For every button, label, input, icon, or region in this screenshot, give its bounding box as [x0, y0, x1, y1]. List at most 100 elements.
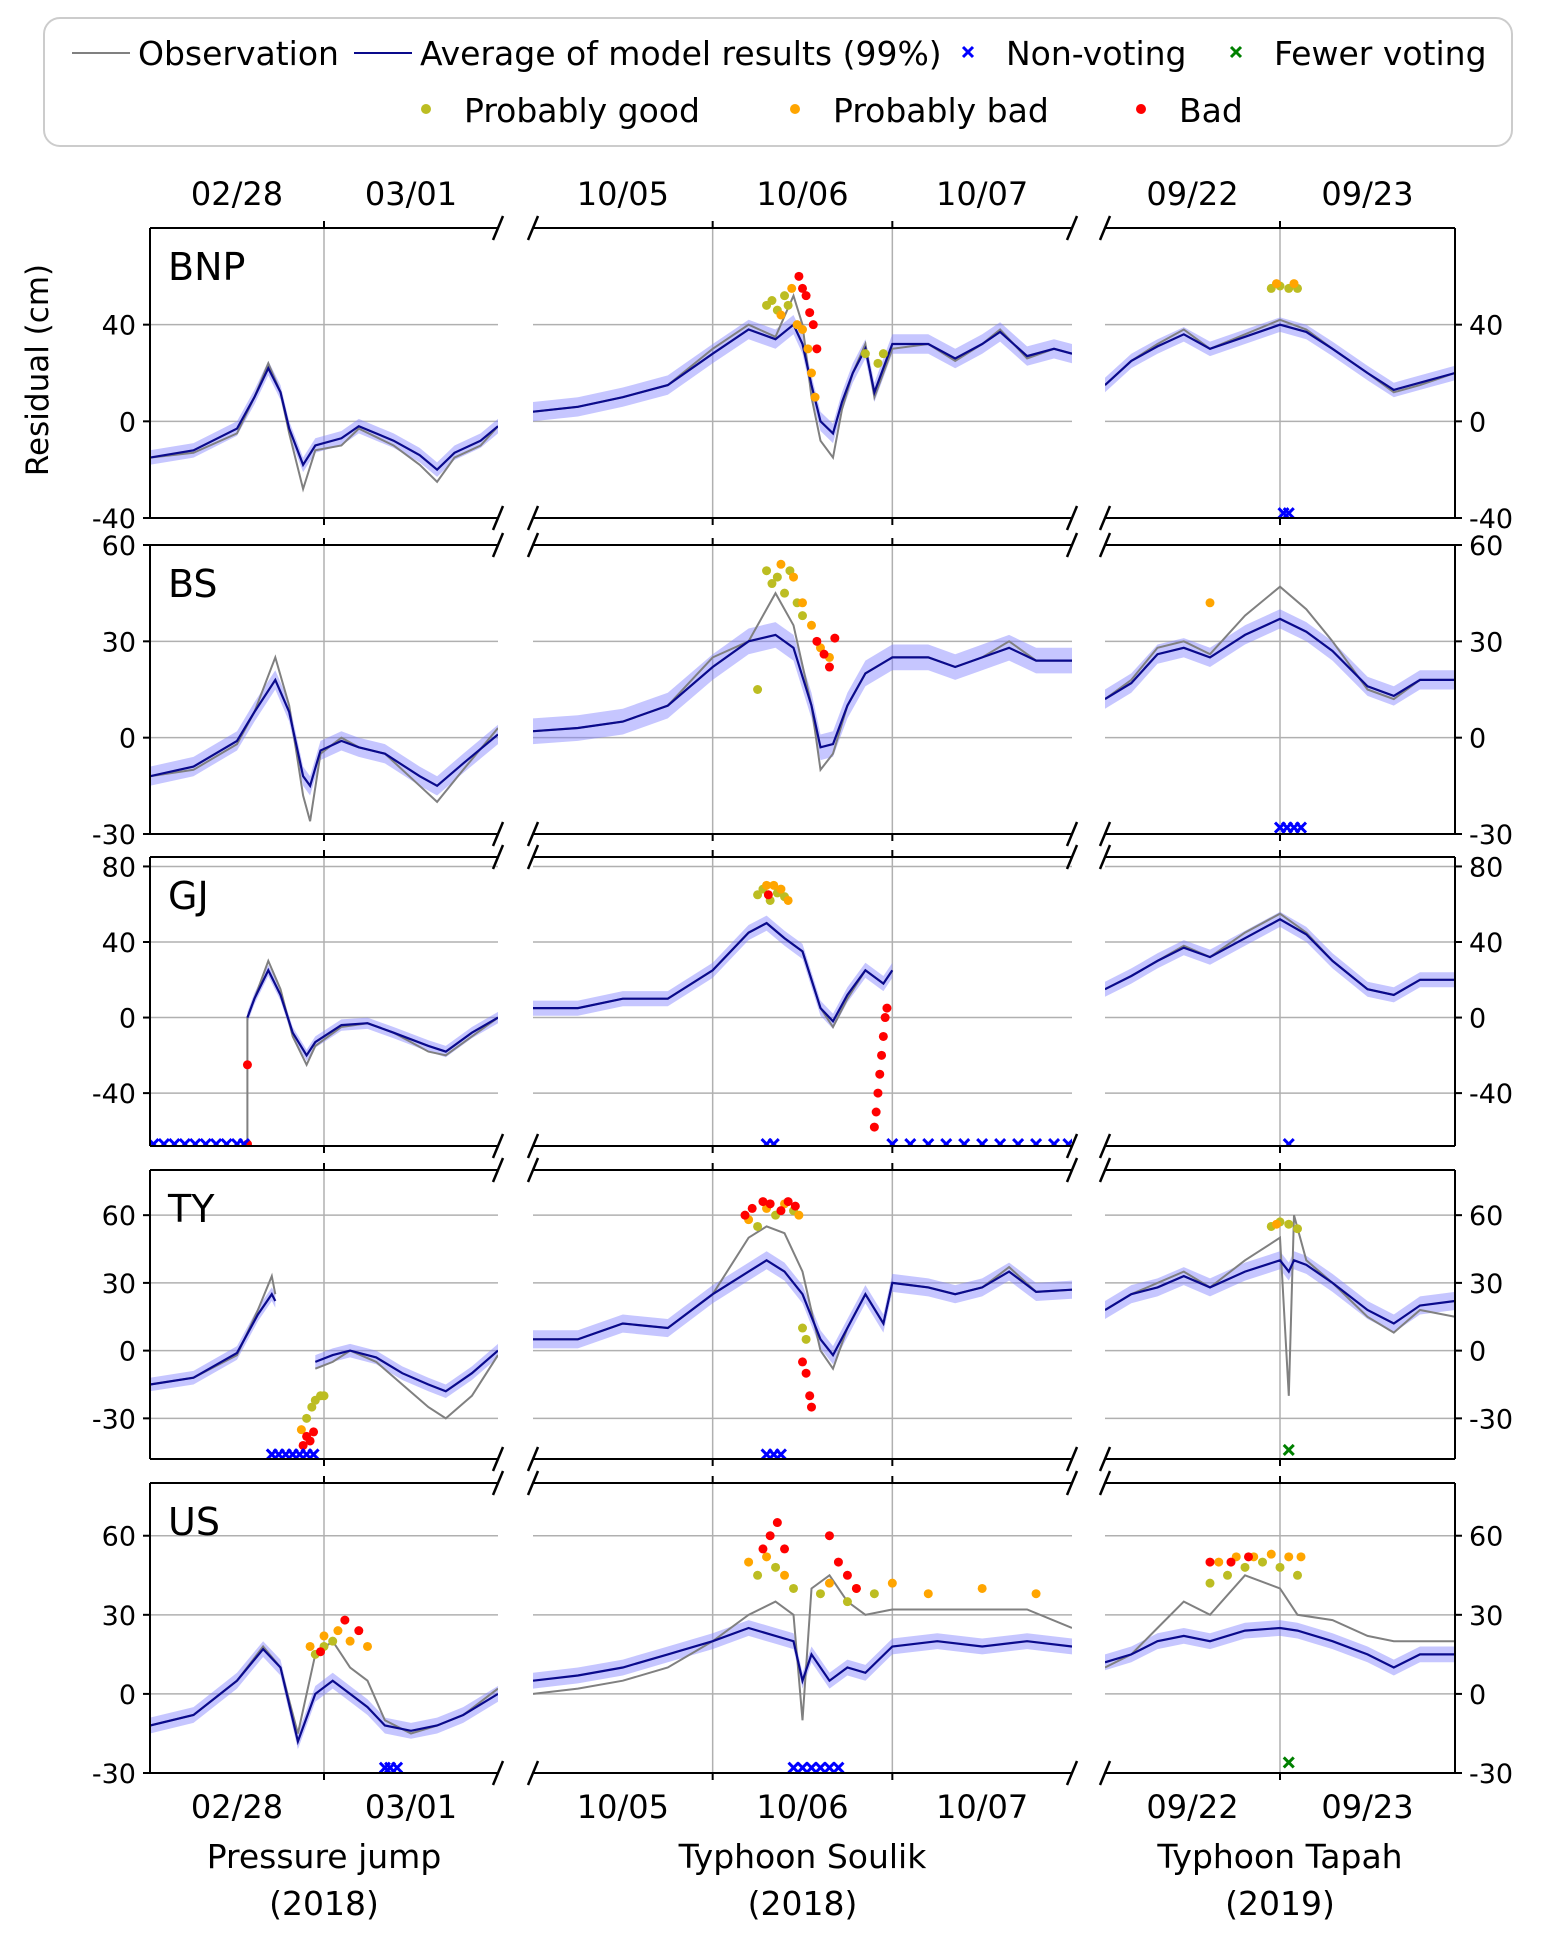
y-tick-label: -30	[1469, 1759, 1513, 1790]
axis-break-mark	[491, 1446, 505, 1472]
fewer-voting-marker	[1282, 1756, 1295, 1769]
bad-point	[798, 1357, 807, 1367]
model-average-line	[150, 677, 498, 789]
probably-bad-point	[794, 1210, 804, 1220]
bad-point	[740, 1210, 750, 1220]
model-average-line	[533, 921, 894, 1024]
axis-break-mark	[1098, 1470, 1112, 1496]
model-uncertainty-band	[247, 964, 498, 1061]
bad-point	[812, 636, 822, 646]
bad-point	[880, 1013, 890, 1023]
date-tick-label: 09/23	[1321, 1788, 1413, 1826]
observation-line	[1105, 1574, 1455, 1669]
bad-point	[316, 1647, 326, 1657]
bad-point	[878, 1031, 888, 1041]
y-tick-label: -30	[1469, 1404, 1513, 1435]
probably-bad-point	[1272, 1219, 1281, 1229]
bad-point	[808, 320, 818, 330]
bad-point	[869, 1122, 879, 1132]
date-tick-label: 03/01	[365, 1788, 457, 1826]
data-layer	[1105, 585, 1455, 834]
probably-bad-point	[363, 1641, 372, 1651]
axis-break-mark	[1065, 844, 1079, 870]
legend-label: Probably bad	[833, 91, 1049, 130]
axis-break-mark	[491, 505, 505, 531]
axis-break-mark	[526, 532, 540, 558]
station-name: BNP	[168, 245, 245, 289]
legend-dot-marker	[790, 104, 800, 114]
y-tick-label: 0	[119, 1680, 136, 1711]
axis-break-mark	[526, 1133, 540, 1159]
axis-break-mark	[526, 1760, 540, 1786]
y-tick-label: 0	[119, 1004, 136, 1035]
bad-point	[824, 1531, 834, 1541]
y-tick-label: 30	[102, 1601, 136, 1632]
legend-entry-probably-bad: Probably bad	[790, 91, 1049, 130]
legend-label: Non-voting	[1006, 34, 1187, 73]
non-voting-marker	[1030, 1138, 1043, 1146]
axis-break-mark	[1098, 1446, 1112, 1472]
event-name: Typhoon Soulik	[678, 1837, 928, 1876]
axis-break-mark	[1098, 1133, 1112, 1159]
probably-bad-point	[1266, 1549, 1276, 1559]
probably-bad-point	[345, 1636, 355, 1646]
probably-bad-point	[923, 1589, 933, 1599]
panel-ty-2	[526, 1157, 1079, 1472]
bad-point	[790, 1201, 800, 1211]
probably-good-point	[1223, 1570, 1232, 1580]
station-row-bnp: -40 0 40 BNP 02/28 03/01 10/05 10/06 10/07 -40 0 40…	[92, 175, 1513, 535]
bad-point	[309, 1427, 319, 1437]
bad-point	[805, 308, 815, 318]
model-average-line	[150, 1292, 498, 1393]
legend-label: Observation	[138, 34, 339, 73]
event-name: Pressure jump	[207, 1837, 442, 1876]
model-average-line	[533, 1626, 1072, 1685]
axis-break-mark	[1065, 1157, 1079, 1183]
station-name: TY	[167, 1187, 215, 1231]
y-tick-label: 0	[1469, 724, 1486, 755]
station-row-gj: -40 0 40 80 GJ -40 0 40 80	[92, 844, 1513, 1159]
legend-label: Fewer voting	[1274, 34, 1487, 73]
axis-break-mark	[1065, 1446, 1079, 1472]
data-layer	[533, 1518, 1072, 1773]
axis-break-mark	[526, 844, 540, 870]
bad-point	[812, 344, 822, 354]
probably-bad-point	[319, 1631, 329, 1641]
axis-break-mark	[491, 821, 505, 847]
non-voting-marker	[994, 1138, 1007, 1146]
model-average-line	[1105, 918, 1455, 997]
axis-break-mark	[1065, 1470, 1079, 1496]
probably-bad-point	[783, 895, 793, 905]
bad-point	[758, 1197, 768, 1207]
non-voting-marker	[1294, 821, 1308, 834]
axis-break-mark	[491, 1470, 505, 1496]
model-uncertainty-band	[150, 1287, 276, 1392]
probably-bad-point	[806, 368, 816, 378]
bad-point	[298, 1440, 308, 1450]
model-average-line	[1105, 617, 1455, 701]
y-tick-label: 60	[102, 531, 136, 562]
non-voting-marker	[178, 1138, 191, 1146]
fewer-voting-marker	[1282, 1443, 1295, 1457]
probably-bad-point	[887, 1578, 897, 1588]
non-voting-marker	[307, 1448, 320, 1459]
bad-point	[871, 1107, 881, 1117]
date-tick-label: 10/07	[936, 175, 1028, 213]
bad-point	[824, 662, 834, 672]
model-uncertainty-band	[1105, 317, 1455, 398]
probably-good-point	[753, 1221, 763, 1231]
date-tick-label: 10/05	[577, 1788, 669, 1826]
y-tick-label: -40	[1469, 1079, 1513, 1110]
y-tick-label: -30	[1469, 820, 1513, 851]
model-average-line	[533, 322, 1072, 436]
event-labels: Pressure jump (2018) Typhoon Soulik (2018) T…	[207, 1837, 1403, 1923]
axis-break-mark	[491, 1133, 505, 1159]
observation-line	[246, 958, 498, 1145]
axis-break-mark	[1098, 1760, 1112, 1786]
model-uncertainty-band	[533, 1620, 1072, 1689]
probably-good-point	[753, 685, 763, 694]
legend-label: Bad	[1179, 91, 1243, 130]
probably-bad-point	[1214, 1557, 1224, 1567]
date-tick-label: 09/22	[1146, 1788, 1238, 1826]
